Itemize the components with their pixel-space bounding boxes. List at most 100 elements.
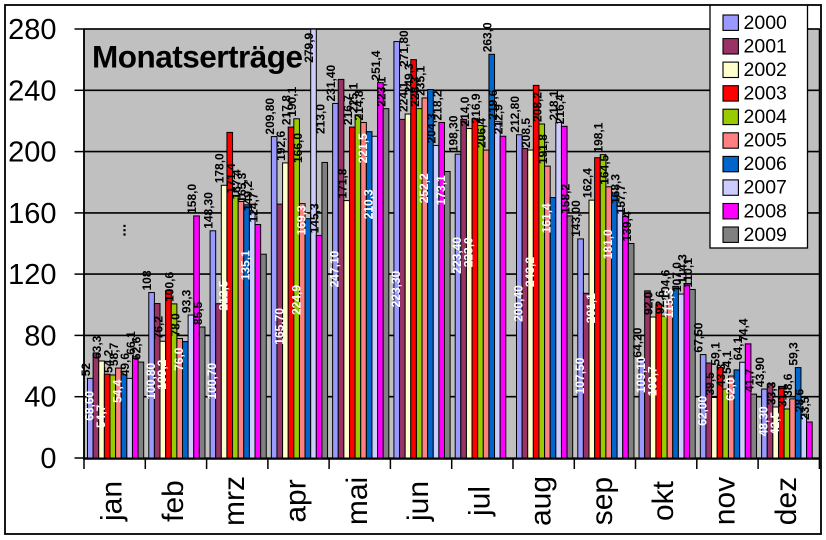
svg-text:263,0: 263,0 [480,22,494,52]
svg-text:Monatserträge: Monatserträge [92,39,303,75]
svg-text:76,2: 76,2 [151,316,165,340]
svg-text:166,0: 166,0 [291,133,305,163]
svg-text:jul: jul [463,486,496,517]
svg-text:223,30: 223,30 [389,270,403,307]
svg-text:43,90: 43,90 [753,357,767,387]
svg-text:120: 120 [8,259,56,291]
svg-text:223,1: 223,1 [375,76,389,106]
svg-text:2006: 2006 [744,153,787,175]
svg-text:59,3: 59,3 [787,342,801,366]
svg-text:167,4: 167,4 [230,169,244,199]
svg-text:2005: 2005 [744,130,788,152]
svg-text:190,1: 190,1 [285,86,299,116]
svg-text:216,9: 216,9 [469,93,483,123]
svg-text:100,6: 100,6 [163,272,177,302]
svg-text:200,40: 200,40 [512,285,526,322]
svg-text:169,3: 169,3 [295,205,309,235]
svg-text:212,9: 212,9 [492,104,506,134]
svg-text:208,2: 208,2 [530,92,544,122]
svg-text:213,0: 213,0 [313,104,327,134]
svg-text:224,1: 224,1 [397,82,411,112]
svg-text:218,2: 218,2 [430,90,444,120]
svg-text:48,30: 48,30 [757,406,771,436]
svg-text:110,1: 110,1 [681,258,695,288]
svg-text:mrz: mrz [218,476,251,526]
svg-text:107,0: 107,0 [670,262,684,292]
svg-text:206,4: 206,4 [475,118,489,148]
svg-text:165,3: 165,3 [235,172,249,202]
svg-text:38,6: 38,6 [781,373,795,397]
svg-text:0: 0 [40,443,56,475]
svg-text:2004: 2004 [744,106,788,128]
svg-text:100,80: 100,80 [144,362,158,399]
svg-text:63,3: 63,3 [90,335,104,359]
svg-text:149,2: 149,2 [241,181,255,211]
svg-text:157,7: 157,7 [614,184,628,214]
svg-text:201,1: 201,1 [584,293,598,323]
svg-text:208,5: 208,5 [519,118,533,148]
svg-text:sep: sep [586,477,619,525]
svg-text:252,2: 252,2 [417,173,431,203]
svg-text:145,3: 145,3 [308,203,322,233]
svg-text:210,3: 210,3 [361,189,375,219]
svg-text:62,00: 62,00 [695,395,709,425]
svg-text:228,3: 228,3 [408,76,422,106]
svg-text:49,6: 49,6 [118,353,132,377]
svg-text:64,20: 64,20 [631,327,645,357]
svg-text:100,70: 100,70 [205,362,219,399]
svg-text:62,6: 62,6 [130,336,144,360]
svg-text:54,1: 54,1 [720,350,734,374]
svg-text:59,1: 59,1 [709,342,723,366]
svg-text:124,7: 124,7 [246,192,260,222]
svg-text:93,3: 93,3 [180,289,194,313]
svg-text:mai: mai [341,477,374,525]
svg-text:2000: 2000 [744,12,788,34]
svg-text:54,7: 54,7 [94,404,108,428]
svg-text:279,9: 279,9 [302,32,316,62]
svg-text:76,0: 76,0 [172,347,186,371]
svg-text:23,5: 23,5 [798,396,812,420]
svg-text:212,80: 212,80 [508,96,522,133]
svg-text:235,1: 235,1 [413,66,427,96]
svg-text:218,1: 218,1 [547,90,561,120]
svg-text:109,2: 109,2 [155,359,169,389]
svg-text:64,1: 64,1 [731,337,745,361]
svg-text:271,80: 271,80 [397,30,411,67]
svg-text:2009: 2009 [744,224,787,246]
svg-text:165,70: 165,70 [273,308,287,345]
svg-text:231,40: 231,40 [324,64,338,101]
svg-text:78,0: 78,0 [168,313,182,337]
svg-text:2002: 2002 [744,59,787,81]
svg-text:204,3: 204,3 [425,113,439,143]
svg-text:2001: 2001 [744,35,787,57]
svg-text:54,4: 54,4 [111,379,125,403]
svg-text:243,2: 243,2 [523,257,537,287]
svg-text:2008: 2008 [744,200,787,222]
svg-text:223,0: 223,0 [462,237,476,267]
svg-text:240: 240 [8,75,56,107]
svg-text:198,1: 198,1 [592,122,606,152]
svg-text:115,3: 115,3 [662,289,676,319]
svg-text:114,3: 114,3 [675,254,689,284]
svg-text:216,4: 216,4 [553,94,567,124]
svg-text:191,8: 191,8 [536,134,550,164]
svg-text:249,3: 249,3 [402,63,416,93]
svg-text:okt: okt [647,480,680,521]
svg-text:164,5: 164,5 [597,154,611,184]
svg-text:209,80: 209,80 [263,98,277,135]
svg-text:214,8: 214,8 [352,90,366,120]
svg-text:108: 108 [140,270,154,290]
svg-text:217,8: 217,8 [280,95,294,125]
svg-text:158,0: 158,0 [185,184,199,214]
svg-text:225,1: 225,1 [347,82,361,112]
svg-text:216,7: 216,7 [341,95,355,125]
svg-text:107,50: 107,50 [573,357,587,394]
svg-text:178,0: 178,0 [213,153,227,183]
svg-text:280: 280 [8,14,56,46]
svg-text:212,5: 212,5 [216,280,230,310]
svg-text:223,40: 223,40 [450,237,464,274]
svg-text:67,50: 67,50 [692,322,706,352]
svg-text:feb: feb [157,480,190,522]
svg-text:104,6: 104,6 [659,269,673,299]
svg-text:apr: apr [280,479,313,522]
